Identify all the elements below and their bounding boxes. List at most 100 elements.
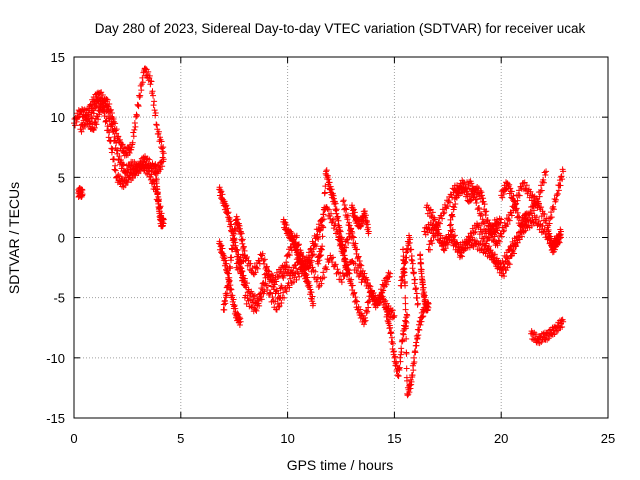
data-point	[316, 257, 323, 264]
data-point	[496, 261, 503, 268]
data-point	[434, 224, 441, 231]
data-point	[399, 337, 406, 344]
plot-frame	[73, 56, 609, 419]
data-point	[146, 156, 153, 163]
data-point	[278, 284, 285, 291]
data-point	[151, 98, 158, 105]
data-point	[303, 271, 310, 278]
data-point	[330, 225, 337, 232]
data-point	[384, 278, 391, 285]
data-point	[320, 269, 327, 276]
data-point	[227, 285, 234, 292]
data-point	[124, 165, 131, 172]
data-point	[225, 209, 232, 216]
data-point	[232, 227, 239, 234]
data-point	[128, 146, 135, 153]
data-point	[346, 270, 353, 277]
data-point	[507, 185, 514, 192]
data-point	[556, 235, 563, 242]
data-point	[406, 389, 413, 396]
data-point	[547, 233, 554, 240]
data-point	[307, 259, 314, 266]
data-point	[515, 213, 522, 220]
data-point	[255, 297, 262, 304]
data-point	[513, 242, 520, 249]
data-point	[228, 221, 235, 228]
data-point	[349, 202, 356, 209]
data-point	[441, 201, 448, 208]
data-point	[134, 112, 141, 119]
data-point	[123, 148, 130, 155]
data-point	[309, 252, 316, 259]
data-point	[158, 138, 165, 145]
data-point	[451, 204, 458, 211]
data-point	[421, 289, 428, 296]
data-point	[540, 179, 547, 186]
data-point	[483, 208, 490, 215]
data-point	[477, 187, 484, 194]
data-point	[318, 217, 325, 224]
data-point	[139, 79, 146, 86]
data-point	[101, 112, 108, 119]
data-point	[384, 311, 391, 318]
data-point	[412, 276, 419, 283]
data-point	[115, 133, 122, 140]
data-point	[558, 173, 565, 180]
data-point	[470, 194, 477, 201]
data-point	[494, 242, 501, 249]
data-point	[233, 213, 240, 220]
data-point	[361, 270, 368, 277]
data-point	[304, 274, 311, 281]
data-point	[466, 237, 473, 244]
data-point	[261, 256, 268, 263]
data-point	[111, 156, 118, 163]
data-point	[523, 215, 530, 222]
data-point	[131, 126, 138, 133]
data-point	[398, 282, 405, 289]
data-point	[112, 120, 119, 127]
data-point	[550, 206, 557, 213]
data-point	[313, 234, 320, 241]
data-point	[349, 233, 356, 240]
data-point	[244, 280, 251, 287]
data-point	[493, 257, 500, 264]
data-point	[157, 166, 164, 173]
data-point	[414, 334, 421, 341]
data-point	[335, 234, 342, 241]
data-point	[282, 266, 289, 273]
data-point	[126, 150, 133, 157]
data-point	[512, 198, 519, 205]
data-point	[425, 300, 432, 307]
data-point	[343, 262, 350, 269]
data-point	[338, 241, 344, 248]
data-point	[218, 242, 225, 249]
data-point	[418, 318, 425, 325]
data-point	[216, 184, 223, 191]
data-point	[535, 200, 542, 207]
chart-title: Day 280 of 2023, Sidereal Day-to-day VTE…	[95, 21, 586, 36]
data-point	[529, 203, 536, 210]
data-point	[344, 266, 351, 273]
data-point	[96, 96, 103, 103]
data-point	[108, 145, 115, 152]
data-point	[463, 240, 470, 247]
data-point	[501, 227, 508, 234]
data-point	[505, 260, 512, 267]
data-point	[281, 294, 288, 301]
data-point	[377, 295, 384, 302]
data-point	[89, 115, 96, 122]
data-point	[277, 285, 284, 292]
data-point	[555, 238, 562, 245]
data-point	[478, 192, 485, 199]
data-point	[285, 251, 292, 258]
data-point	[245, 257, 252, 264]
data-point	[324, 205, 331, 212]
data-point	[111, 118, 118, 125]
data-point	[449, 226, 456, 233]
data-point	[351, 289, 358, 296]
data-point	[156, 204, 163, 211]
data-point	[424, 229, 431, 236]
data-point	[286, 284, 293, 291]
data-point	[469, 225, 476, 232]
data-point	[344, 216, 351, 223]
